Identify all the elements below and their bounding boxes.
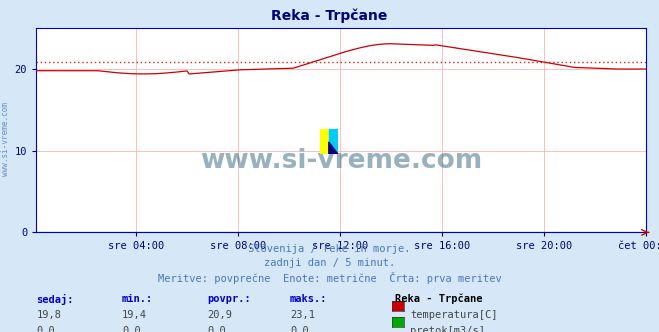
Text: Slovenija / reke in morje.: Slovenija / reke in morje. <box>248 244 411 254</box>
Text: povpr.:: povpr.: <box>208 294 251 304</box>
Text: Reka - Trpčane: Reka - Trpčane <box>272 8 387 23</box>
Text: maks.:: maks.: <box>290 294 328 304</box>
Polygon shape <box>329 129 338 154</box>
Text: zadnji dan / 5 minut.: zadnji dan / 5 minut. <box>264 258 395 268</box>
Text: Meritve: povprečne  Enote: metrične  Črta: prva meritev: Meritve: povprečne Enote: metrične Črta:… <box>158 272 501 284</box>
Text: www.si-vreme.com: www.si-vreme.com <box>200 148 482 174</box>
Text: 20,9: 20,9 <box>208 310 233 320</box>
Text: Reka - Trpčane: Reka - Trpčane <box>395 294 483 304</box>
Text: min.:: min.: <box>122 294 153 304</box>
Text: 0,0: 0,0 <box>208 326 226 332</box>
Text: 0,0: 0,0 <box>36 326 55 332</box>
Text: 19,4: 19,4 <box>122 310 147 320</box>
Text: www.si-vreme.com: www.si-vreme.com <box>1 103 10 176</box>
Text: temperatura[C]: temperatura[C] <box>410 310 498 320</box>
Text: sedaj:: sedaj: <box>36 294 74 305</box>
Text: 19,8: 19,8 <box>36 310 61 320</box>
Text: 0,0: 0,0 <box>122 326 140 332</box>
Text: 23,1: 23,1 <box>290 310 315 320</box>
Polygon shape <box>320 129 329 154</box>
Text: 0,0: 0,0 <box>290 326 308 332</box>
Text: pretok[m3/s]: pretok[m3/s] <box>410 326 485 332</box>
Polygon shape <box>329 142 338 154</box>
